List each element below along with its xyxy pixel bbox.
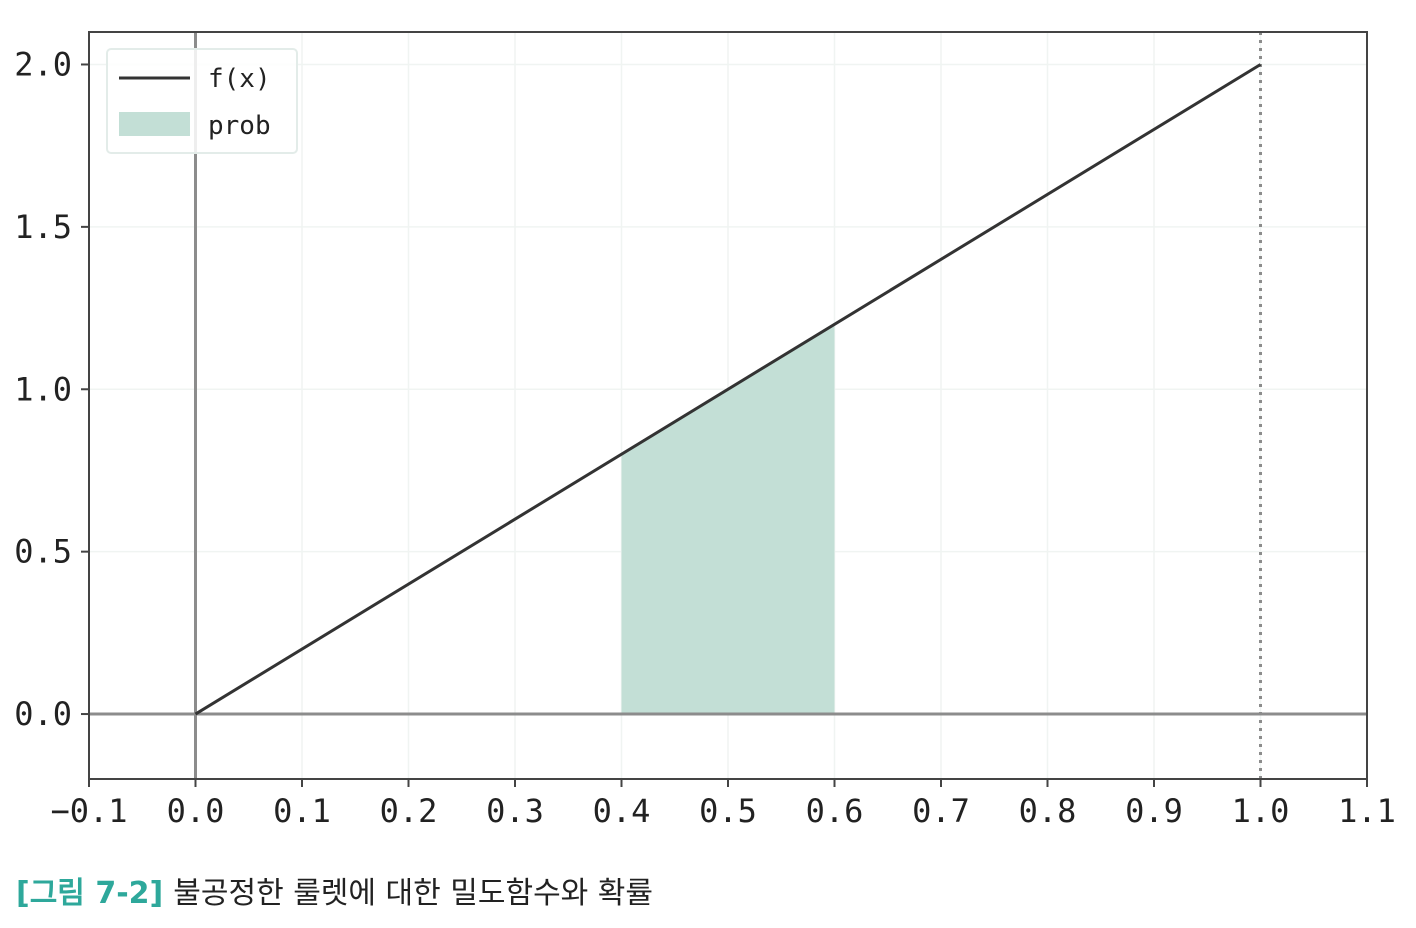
series-layer [194, 63, 1262, 716]
y-tick-label: 2.0 [14, 45, 72, 83]
x-tick-label: 0.9 [1125, 792, 1183, 830]
x-tick-label: −0.1 [50, 792, 127, 830]
reference-lines [89, 32, 1367, 779]
x-tick-label: 1.1 [1338, 792, 1396, 830]
legend: f(x) prob [106, 48, 298, 154]
figure-number: [그림 7-2] [16, 876, 164, 911]
x-tick-label: 0.1 [273, 792, 331, 830]
x-tick-label: 0.8 [1019, 792, 1077, 830]
legend-label-line: f(x) [208, 64, 271, 94]
x-tick-label: 0.4 [593, 792, 651, 830]
x-tick-label: 1.0 [1232, 792, 1290, 830]
x-tick-label: 0.5 [699, 792, 757, 830]
x-tick-label: 0.0 [167, 792, 225, 830]
legend-fill-swatch [119, 112, 190, 136]
y-tick-label: 0.0 [14, 695, 72, 733]
series-line-fx [194, 63, 1262, 716]
x-tick-label: 0.2 [380, 792, 438, 830]
x-tick-label: 0.7 [912, 792, 970, 830]
ticks: −0.1 0.0 0.1 0.2 0.3 0.4 0.5 0.6 0.7 0.8 0.9 1.0 1.1… [14, 45, 1396, 830]
x-tick-label: 0.3 [486, 792, 544, 830]
y-tick-label: 1.5 [14, 208, 72, 246]
x-tick-label: 0.6 [806, 792, 864, 830]
y-tick-label: 1.0 [14, 370, 72, 408]
figure-caption-text: 불공정한 룰렛에 대한 밀도함수와 확률 [173, 876, 654, 911]
figure-caption: [그림 7-2] 불공정한 룰렛에 대한 밀도함수와 확률 [16, 868, 653, 912]
y-tick-label: 0.5 [14, 533, 72, 571]
legend-label-fill: prob [208, 111, 271, 141]
chart: −0.1 0.0 0.1 0.2 0.3 0.4 0.5 0.6 0.7 0.8 0.9 1.0 1.1… [14, 31, 1396, 830]
